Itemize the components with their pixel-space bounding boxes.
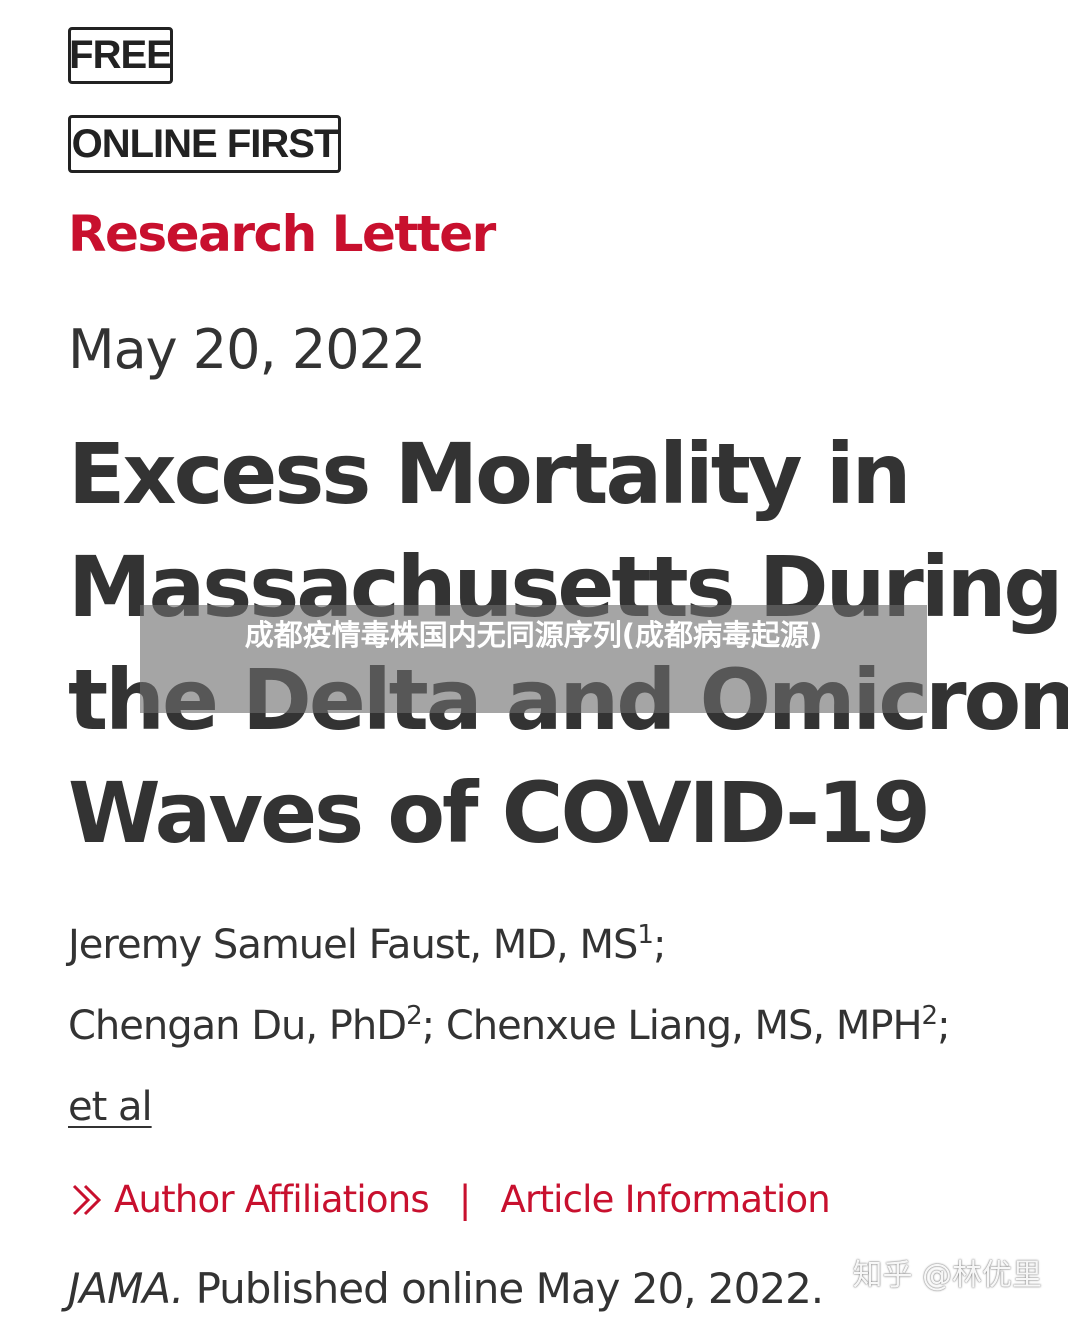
author-name: Chenxue Liang, MS, MPH [445,1003,923,1049]
author-affiliation-number: 1 [637,920,654,950]
author-line-1: Jeremy Samuel Faust, MD, MS1; [68,905,950,986]
article-information-link[interactable]: Article Information [500,1178,831,1221]
title-line: Excess Mortality in [68,425,911,523]
author-separator: ; [421,1003,446,1049]
free-badge: FREE [68,27,173,84]
online-first-badge: ONLINE FIRST [68,115,341,173]
author-affiliation-number: 2 [406,1001,423,1031]
publication-date: May 20, 2022 [68,318,426,381]
author-separator: ; [652,922,667,968]
author-line-2: Chengan Du, PhD2; Chenxue Liang, MS, MPH… [68,986,951,1067]
double-chevron-right-icon [72,1184,102,1215]
citation-text: Published online May 20, 2022. [183,1264,825,1313]
author-name: Jeremy Samuel Faust, MD, MS [68,922,638,968]
free-badge-label: FREE [69,33,173,77]
watermark: 知乎 @林优里 [852,1258,1042,1293]
author-affiliations-link[interactable]: Author Affiliations [114,1178,430,1221]
author-name: Chengan Du, PhD [68,1003,407,1049]
citation-line: JAMA. Published online May 20, 2022. [68,1264,825,1313]
author-separator: ; [937,1003,951,1049]
author-list: Jeremy Samuel Faust, MD, MS1; Chengan Du… [68,905,951,1148]
author-affiliation-number: 2 [921,1001,939,1031]
article-type-label: Research Letter [68,205,496,263]
article-links-bar: Author Affiliations | Article Informatio… [68,1178,831,1221]
online-first-badge-label: ONLINE FIRST [71,121,339,166]
title-line: Waves of COVID-19 [68,764,931,862]
journal-name: JAMA. [68,1264,184,1313]
author-line-3: et al [68,1067,950,1148]
caption-overlay-text: 成都疫情毒株国内无同源序列(成都病毒起源) [244,618,823,652]
link-separator: | [458,1178,471,1221]
caption-overlay: 成都疫情毒株国内无同源序列(成都病毒起源) [140,605,927,713]
et-al-link[interactable]: et al [68,1084,153,1130]
